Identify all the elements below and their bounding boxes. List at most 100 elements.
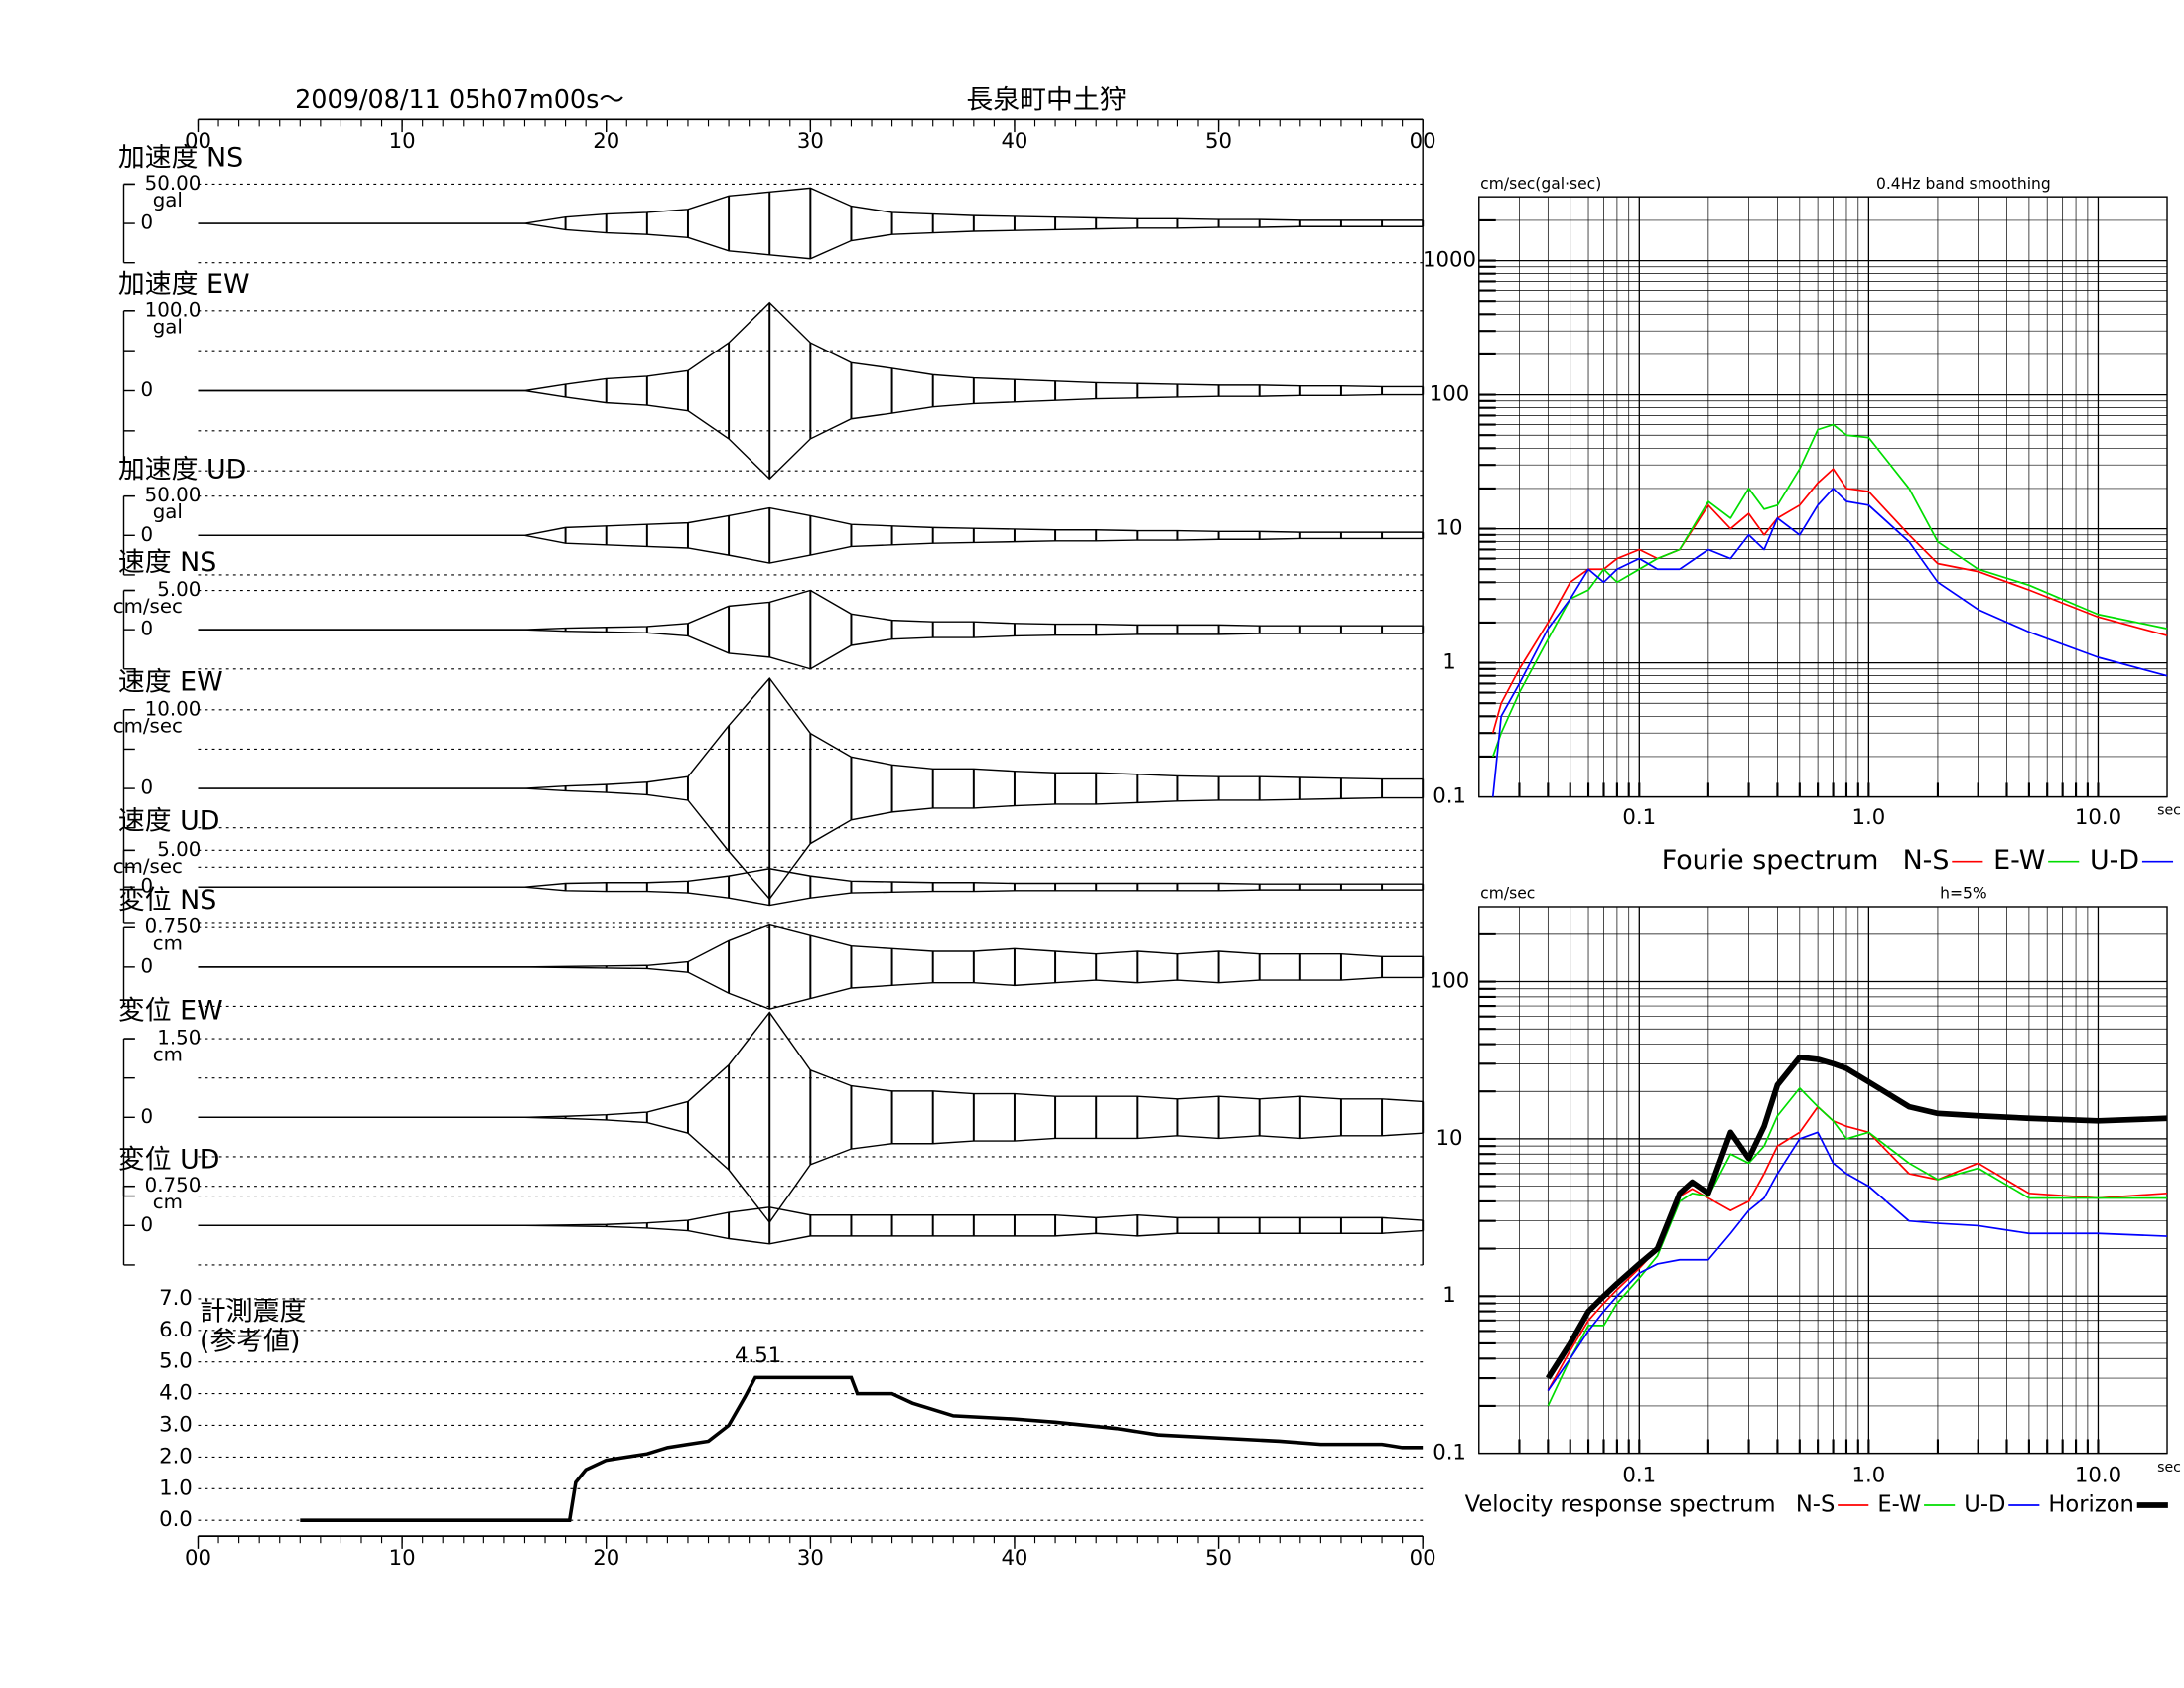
y-tick-label: 1 xyxy=(1442,650,1456,675)
x-tick-label: 0.1 xyxy=(1622,1463,1656,1487)
y-axis-label: cm/sec(gal·sec) xyxy=(1480,175,1601,193)
y-tick-label: 100 xyxy=(1430,382,1470,407)
legend-label: N-S xyxy=(1903,845,1950,876)
trace-title: 速度 EW xyxy=(118,666,223,697)
x-tick-label: 00 xyxy=(1410,1546,1436,1571)
y-tick-label: 100.0 xyxy=(145,298,202,321)
y-tick-label: 0 xyxy=(140,954,153,977)
x-tick-label: 10 xyxy=(389,1546,416,1571)
legend-label: E-W xyxy=(1993,845,2045,876)
trace-title: 変位 EW xyxy=(118,996,223,1027)
y-tick-label: 1000 xyxy=(1423,248,1476,273)
station-name: 長泉町中土狩 xyxy=(966,84,1126,115)
trace-unit: cm/sec xyxy=(113,855,183,878)
series-line xyxy=(1491,423,2168,758)
legend-title: Fourie spectrum xyxy=(1662,845,1879,876)
y-tick-label: 3.0 xyxy=(159,1412,193,1437)
x-tick-label: 40 xyxy=(1001,129,1027,154)
series-line xyxy=(1547,1087,2168,1407)
trace-title: 変位 NS xyxy=(118,885,216,915)
x-tick-label: 30 xyxy=(797,129,824,154)
peak-label: 4.51 xyxy=(735,1343,781,1368)
y-tick-label: 4.0 xyxy=(159,1381,193,1406)
y-tick-label: 5.00 xyxy=(157,838,201,861)
y-tick-label: 10 xyxy=(1436,1126,1463,1151)
y-tick-label: 1 xyxy=(1442,1283,1456,1308)
y-tick-label: 0 xyxy=(140,1213,153,1236)
y-tick-label: 0.0 xyxy=(159,1507,193,1532)
x-tick-label: 40 xyxy=(1001,1546,1027,1571)
y-tick-label: 0 xyxy=(140,1105,153,1128)
y-tick-label: 0 xyxy=(140,523,153,546)
x-tick-label: 00 xyxy=(185,1546,211,1571)
x-tick-label: 10 xyxy=(389,129,416,154)
y-tick-label: 2.0 xyxy=(159,1444,193,1469)
legend-label: U-D xyxy=(1964,1491,2005,1517)
y-tick-label: 10 xyxy=(1436,516,1463,541)
y-tick-label: 50.00 xyxy=(145,172,202,195)
trace-title: 変位 UD xyxy=(118,1145,220,1176)
trace-unit: gal xyxy=(153,315,183,338)
envelope-lower xyxy=(198,534,1424,564)
series-line xyxy=(1491,468,2168,734)
y-tick-label: 0 xyxy=(140,875,153,898)
legend-label: E-W xyxy=(1877,1491,1921,1517)
x-tick-label: 30 xyxy=(797,1546,824,1571)
trace-unit: cm/sec xyxy=(113,595,183,618)
y-tick-label: 6.0 xyxy=(159,1318,193,1342)
y-tick-label: 10.00 xyxy=(145,697,202,720)
y-tick-label: 0 xyxy=(140,618,153,640)
trace-unit: cm xyxy=(153,1044,183,1066)
x-tick-label: 1.0 xyxy=(1852,805,1886,830)
y-tick-label: 5.00 xyxy=(157,578,201,601)
y-tick-label: 0.1 xyxy=(1433,784,1466,809)
trace-unit: cm/sec xyxy=(113,714,183,737)
note: h=5% xyxy=(1940,885,1987,903)
y-tick-label: 1.50 xyxy=(157,1027,201,1050)
y-tick-label: 0.1 xyxy=(1433,1441,1466,1466)
chart-title: 計測震度 xyxy=(200,1297,306,1328)
y-tick-label: 0 xyxy=(140,211,153,234)
y-tick-label: 50.00 xyxy=(145,484,202,506)
x-tick-label: 10.0 xyxy=(2075,805,2121,830)
x-tick-label: 10.0 xyxy=(2075,1463,2121,1487)
y-axis-label: cm/sec xyxy=(1480,885,1535,903)
y-tick-label: 7.0 xyxy=(159,1286,193,1311)
trace-unit: gal xyxy=(153,500,183,523)
series-line xyxy=(1547,1131,2168,1392)
trace-title: 速度 UD xyxy=(118,806,220,837)
x-tick-label: 0.1 xyxy=(1622,805,1656,830)
y-tick-label: 0 xyxy=(140,378,153,401)
x-axis-label: sec xyxy=(2157,1460,2181,1476)
trace-title: 加速度 UD xyxy=(118,455,247,486)
intensity-line xyxy=(300,1375,1424,1522)
trace-unit: gal xyxy=(153,189,183,211)
trace-unit: cm xyxy=(153,932,183,955)
trace-unit: cm xyxy=(153,1191,183,1213)
y-tick-label: 0 xyxy=(140,776,153,799)
legend-label: N-S xyxy=(1796,1491,1835,1517)
x-tick-label: 20 xyxy=(593,1546,619,1571)
chart-title: 2009/08/11 05h07m00s〜 xyxy=(295,85,624,115)
chart-subtitle: (参考値) xyxy=(200,1326,301,1356)
legend-label: Horizon xyxy=(2048,1491,2133,1517)
trace-title: 速度 NS xyxy=(118,547,216,578)
series-line xyxy=(1491,488,2168,797)
trace-title: 加速度 NS xyxy=(118,142,243,173)
y-tick-label: 0.750 xyxy=(145,915,202,938)
y-tick-label: 0.750 xyxy=(145,1174,202,1196)
x-tick-label: 50 xyxy=(1205,1546,1232,1571)
x-axis-label: sec xyxy=(2157,803,2181,819)
x-tick-label: 50 xyxy=(1205,129,1232,154)
x-tick-label: 00 xyxy=(185,129,211,154)
note: 0.4Hz band smoothing xyxy=(1876,175,2051,193)
legend-title: Velocity response spectrum xyxy=(1465,1491,1776,1517)
series-line xyxy=(1545,1054,2168,1380)
y-tick-label: 100 xyxy=(1430,969,1470,994)
y-tick-label: 1.0 xyxy=(159,1476,193,1500)
x-tick-label: 20 xyxy=(593,129,619,154)
legend-label: U-D xyxy=(2090,845,2139,876)
